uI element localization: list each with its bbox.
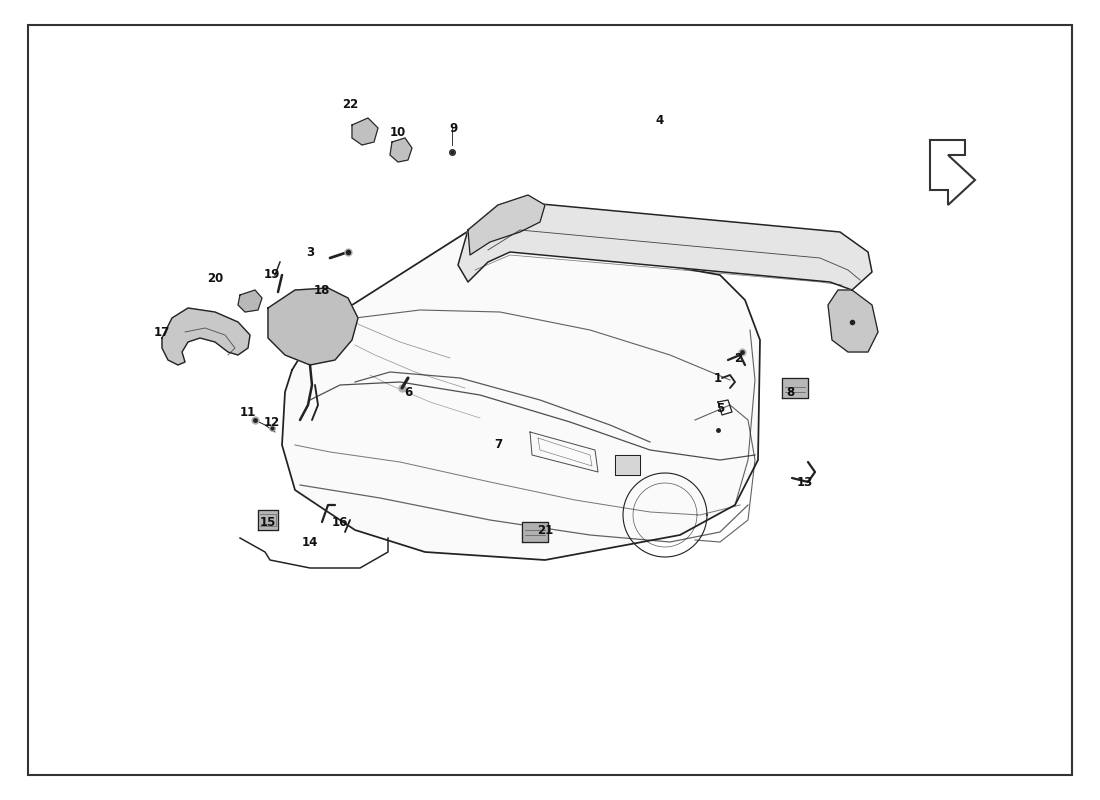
Text: 22: 22 [342,98,359,111]
Text: 5: 5 [716,402,724,414]
Text: 2: 2 [734,351,742,365]
Polygon shape [522,522,548,542]
Polygon shape [268,288,358,365]
Text: 17: 17 [154,326,170,338]
Text: 10: 10 [389,126,406,138]
Text: 7: 7 [494,438,502,451]
Polygon shape [390,138,412,162]
Polygon shape [352,118,378,145]
Text: 6: 6 [404,386,412,398]
Text: 3: 3 [306,246,315,258]
Text: 19: 19 [264,269,280,282]
Text: 21: 21 [537,523,553,537]
Text: 1: 1 [714,371,722,385]
Polygon shape [458,202,872,290]
Text: 13: 13 [796,475,813,489]
Text: 14: 14 [301,535,318,549]
Polygon shape [615,455,640,475]
Text: 9: 9 [449,122,458,134]
Text: 18: 18 [314,283,330,297]
Polygon shape [162,308,250,365]
Polygon shape [468,195,544,255]
Polygon shape [828,290,878,352]
Polygon shape [282,230,760,560]
Text: 12: 12 [264,415,280,429]
Text: 11: 11 [240,406,256,418]
Polygon shape [258,510,278,530]
Polygon shape [238,290,262,312]
Text: 16: 16 [332,515,349,529]
Text: 20: 20 [207,271,223,285]
Polygon shape [782,378,808,398]
Text: 4: 4 [656,114,664,126]
Text: 8: 8 [785,386,794,398]
Text: 15: 15 [260,515,276,529]
